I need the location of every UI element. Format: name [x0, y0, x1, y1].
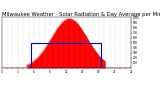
Bar [31, 43, 101, 68]
Text: Milwaukee Weather - Solar Radiation & Day Average per Minute W/m2 (Today): Milwaukee Weather - Solar Radiation & Da… [2, 12, 160, 17]
